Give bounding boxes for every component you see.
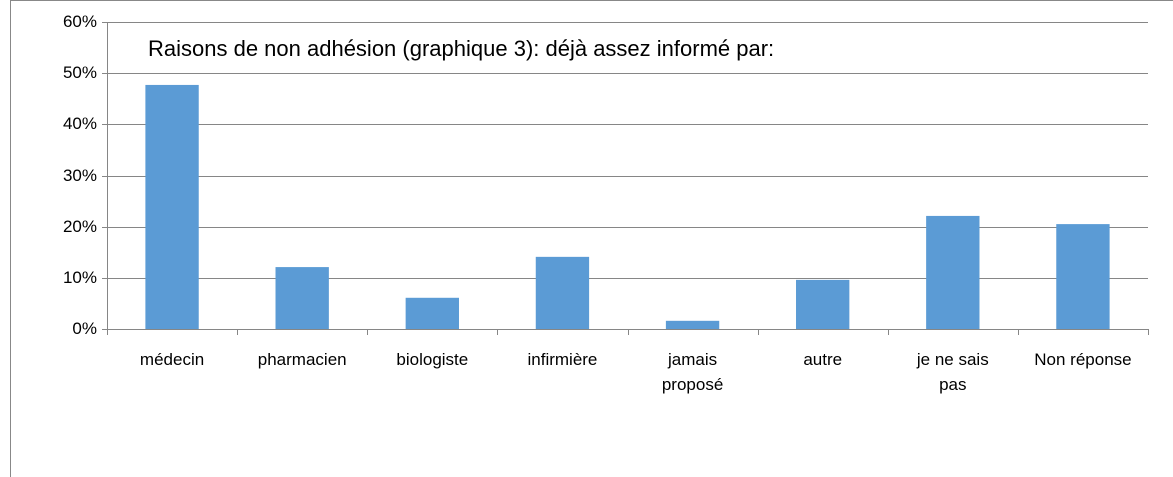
bar xyxy=(535,256,590,329)
x-tick-label: infirmière xyxy=(527,350,598,369)
x-tick-label: médecin xyxy=(139,350,205,369)
y-tick-label: 10% xyxy=(63,268,97,287)
bar xyxy=(145,84,199,329)
bar xyxy=(796,279,850,329)
x-tick-label: pharmacien xyxy=(257,350,347,369)
y-tick-label: 60% xyxy=(63,12,97,31)
chart-title: Raisons de non adhésion (graphique 3): d… xyxy=(148,36,774,61)
x-tick-label: je ne sais pas xyxy=(916,350,989,394)
bar xyxy=(1056,224,1110,329)
x-tick-label: autre xyxy=(803,350,843,369)
y-tick-label: 50% xyxy=(63,63,97,82)
y-tick-label: 0% xyxy=(72,319,97,338)
bar xyxy=(405,297,459,329)
chart-border xyxy=(10,0,1173,477)
x-tick-label: jamais proposé xyxy=(661,350,724,394)
bar xyxy=(926,215,980,329)
y-tick-label: 30% xyxy=(63,166,97,185)
y-tick-label: 20% xyxy=(63,217,97,236)
bar xyxy=(275,267,329,329)
y-tick-label: 40% xyxy=(63,114,97,133)
x-tick-label: Non réponse xyxy=(1034,350,1132,369)
bar xyxy=(665,320,720,329)
x-tick-label: biologiste xyxy=(396,350,469,369)
